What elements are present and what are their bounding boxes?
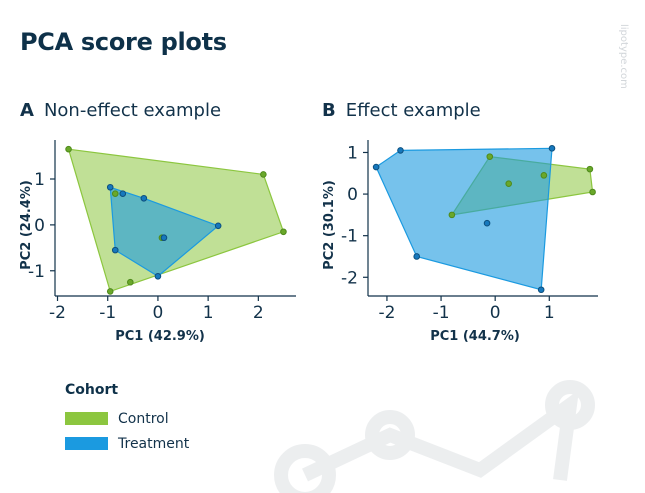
x-axis-label: PC1 (42.9%)	[115, 329, 205, 344]
y-tick-label: 0	[347, 185, 358, 205]
panel-a-chart: -2 -1 0 1 2 1 0 -1 PC1 (42.9%) PC2 (24.4%)	[19, 140, 296, 344]
legend-swatch-treatment	[65, 437, 108, 450]
page-title: PCA score plots	[20, 28, 227, 56]
x-tick-label: 1	[203, 303, 214, 323]
legend-label-treatment: Treatment	[118, 435, 190, 452]
point-control	[586, 165, 594, 173]
point-treatment	[413, 253, 421, 260]
panel-b-chart: -2 -1 0 1 1 0 -1 -2 PC1 (44.7%) PC2 (30.1%)	[322, 140, 598, 344]
point-control	[127, 278, 134, 286]
point-control	[505, 180, 513, 187]
x-axis-label: PC1 (44.7%)	[430, 329, 520, 344]
x-tick-label: -2	[378, 303, 395, 323]
panel-b-title: Effect example	[345, 100, 481, 121]
point-treatment	[154, 272, 162, 280]
point-control	[65, 145, 72, 153]
legend-swatch-control	[65, 412, 108, 425]
x-tick-label: 1	[544, 303, 555, 323]
point-control	[448, 211, 456, 219]
point-treatment	[119, 190, 127, 197]
point-treatment	[214, 222, 222, 230]
point-treatment	[483, 219, 491, 227]
y-tick-label: -1	[28, 262, 45, 282]
panel-b-heading: B Effect example	[322, 100, 481, 121]
point-control	[280, 228, 287, 236]
point-treatment	[160, 234, 168, 242]
panel-b-letter: B	[322, 100, 336, 121]
y-tick-label: -2	[341, 268, 358, 288]
point-treatment	[106, 183, 114, 191]
point-treatment	[111, 246, 119, 254]
legend-item-control: Control	[65, 406, 189, 431]
legend-item-treatment: Treatment	[65, 431, 189, 456]
y-axis-label: PC2 (30.1%)	[322, 180, 337, 270]
point-treatment	[548, 145, 556, 152]
y-tick-label: 1	[347, 143, 358, 163]
x-tick-label: -1	[99, 303, 116, 323]
point-control	[589, 188, 596, 196]
panel-a-title: Non-effect example	[43, 100, 222, 121]
x-tick-label: -1	[433, 303, 450, 323]
legend-label-control: Control	[118, 410, 169, 427]
background-decoration	[274, 380, 595, 493]
point-treatment	[372, 163, 380, 171]
point-treatment	[397, 147, 404, 154]
x-tick-label: 2	[253, 303, 264, 323]
point-control	[540, 172, 548, 179]
point-treatment	[140, 194, 148, 202]
y-tick-label: 0	[34, 216, 45, 236]
hull-treatment	[375, 147, 553, 291]
point-control	[106, 288, 114, 295]
panel-a-heading: A Non-effect example	[20, 100, 221, 121]
watermark: lipotype.com	[618, 24, 629, 89]
y-tick-label: -1	[341, 227, 358, 247]
panel-a-letter: A	[20, 100, 34, 121]
x-tick-label: -2	[49, 303, 66, 323]
x-tick-label: 0	[153, 303, 164, 323]
legend-title: Cohort	[65, 382, 119, 398]
point-treatment	[537, 286, 545, 294]
point-control	[486, 153, 494, 160]
x-tick-label: 0	[490, 303, 501, 323]
point-control	[260, 171, 267, 178]
y-axis-label: PC2 (24.4%)	[19, 180, 34, 270]
hull-treatment	[109, 186, 220, 278]
y-tick-label: 1	[34, 170, 45, 190]
point-control	[111, 190, 119, 197]
legend: Cohort Control Treatment	[65, 382, 189, 456]
